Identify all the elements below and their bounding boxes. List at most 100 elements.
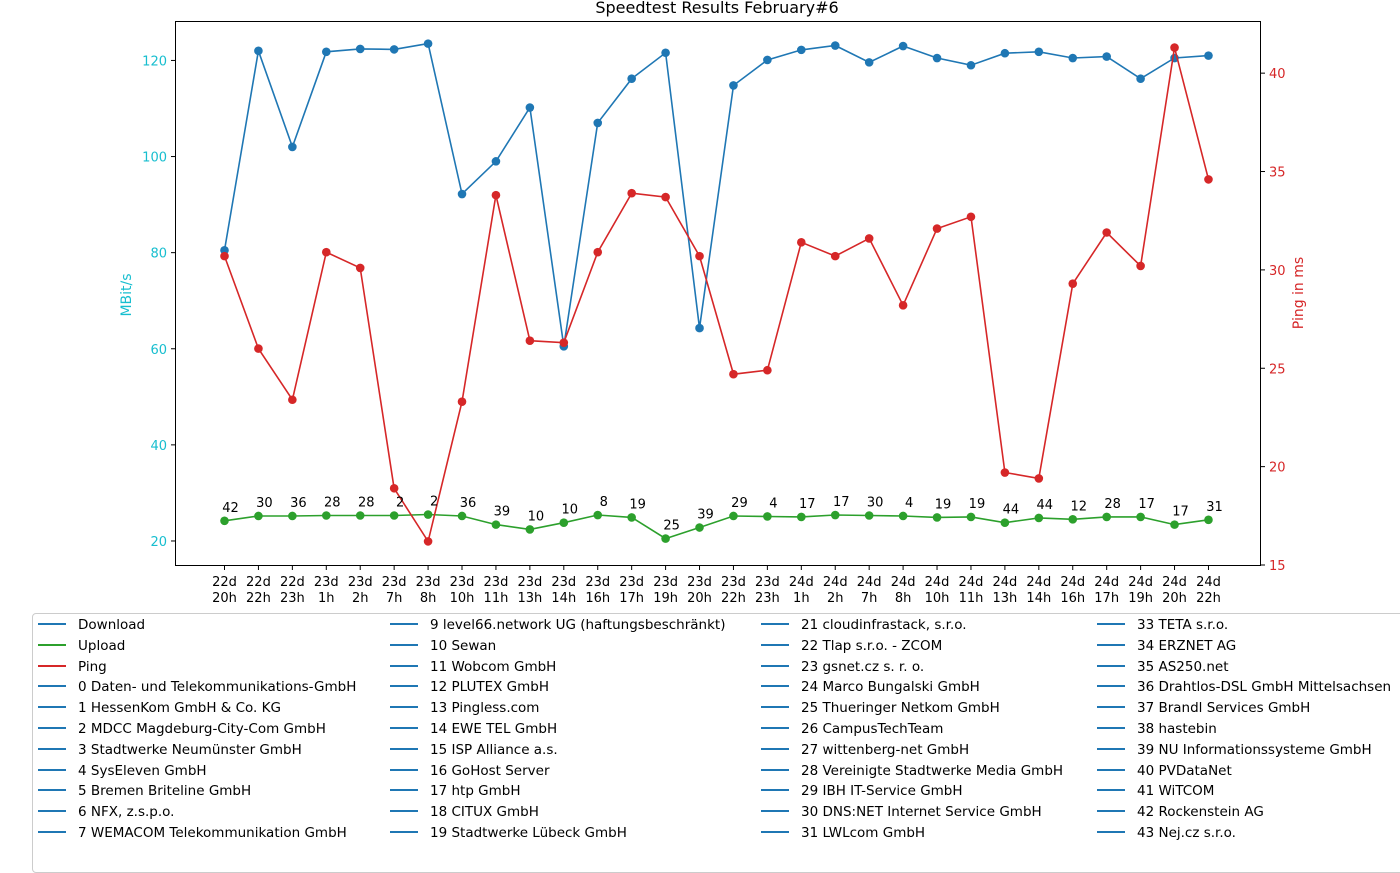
legend-item: 29 IBH IT-Service GmbH — [761, 781, 963, 801]
ping-point — [389, 483, 399, 493]
right-tick-label: 15 — [1269, 559, 1286, 574]
legend-item: 42 Rockenstein AG — [1097, 802, 1264, 822]
legend-swatch — [761, 768, 789, 771]
legend-label: 11 Wobcom GmbH — [430, 658, 557, 675]
download-point — [593, 118, 603, 128]
x-tick-label-day: 24d — [789, 575, 814, 590]
legend-label: 21 cloudinfrastack, s.r.o. — [801, 617, 967, 633]
ping-point — [288, 395, 297, 405]
upload-point — [763, 512, 772, 521]
download-point — [661, 48, 670, 58]
legend-swatch — [761, 664, 789, 667]
legend-item: 41 WiTCOM — [1097, 781, 1214, 801]
legend-label: 38 hastebin — [1137, 721, 1217, 737]
legend-item: 3 Stadtwerke Neumünster GmbH — [38, 740, 302, 760]
ping-line — [223, 47, 1210, 544]
x-tick-label-day: 23d — [314, 575, 339, 590]
legend-swatch — [390, 727, 418, 729]
point-label: 30 — [867, 496, 884, 511]
point-label: 17 — [1172, 505, 1189, 520]
legend-label: 23 gsnet.cz s. r. o. — [801, 658, 925, 675]
point-label: 2 — [396, 496, 404, 511]
x-tick-label-day: 24d — [1162, 575, 1187, 590]
legend-swatch — [1097, 768, 1125, 771]
upload-point — [1034, 513, 1044, 523]
x-tick-label-hour: 23h — [280, 591, 305, 606]
download-point — [695, 323, 704, 333]
legend-swatch — [1097, 831, 1125, 833]
legend-swatch — [761, 685, 789, 688]
download-point — [321, 47, 331, 57]
x-tick-label-hour: 10h — [925, 591, 950, 606]
upload-point — [491, 520, 501, 529]
x-tick-label-day: 24d — [1128, 575, 1153, 590]
legend-label: 3 Stadtwerke Neumünster GmbH — [78, 741, 302, 758]
legend-item: 21 cloudinfrastack, s.r.o. — [761, 615, 967, 635]
legend-label: 6 NFX, z.s.p.o. — [78, 804, 175, 821]
ping-point — [898, 301, 908, 310]
ping-point — [593, 247, 603, 257]
legend-label: 36 Drahtlos-DSL GmbH Mittelsachsen — [1137, 679, 1392, 696]
x-tick-label-hour: 11h — [959, 591, 984, 606]
legend-swatch — [1097, 623, 1125, 625]
x-tick-label-day: 24d — [1060, 575, 1085, 590]
upload-line — [224, 513, 1209, 540]
point-label: 42 — [222, 501, 239, 516]
x-tick-label-day: 24d — [959, 575, 984, 590]
x-tick-label-hour: 19h — [1128, 591, 1153, 606]
legend-swatch — [38, 623, 66, 625]
series-layer — [220, 39, 1213, 546]
upload-point — [423, 510, 433, 519]
x-tick-label-day: 23d — [416, 575, 441, 590]
download-point — [1102, 52, 1111, 61]
point-label: 44 — [1037, 498, 1054, 513]
legend-swatch — [390, 623, 418, 625]
legend-item: 36 Drahtlos-DSL GmbH Mittelsachsen — [1097, 677, 1391, 697]
ping-point — [1102, 228, 1111, 237]
upload-point — [1000, 518, 1010, 528]
legend-label: 31 LWLcom GmbH — [801, 825, 926, 841]
upload-point — [797, 512, 806, 522]
point-label: 36 — [460, 496, 477, 511]
point-label: 29 — [731, 496, 748, 511]
download-point — [288, 142, 297, 152]
upload-point — [457, 511, 467, 521]
legend-label: 35 AS250.net — [1137, 658, 1229, 675]
point-label: 19 — [629, 497, 646, 512]
point-label: 10 — [528, 509, 545, 524]
upload-point — [661, 534, 670, 543]
legend-label: 26 CampusTechTeam — [801, 721, 944, 737]
x-tick-label-day: 22d — [246, 575, 271, 590]
x-tick-label-day: 22d — [212, 575, 237, 590]
legend-label: 24 Marco Bungalski GmbH — [801, 679, 980, 696]
legend-label: 2 MDCC Magdeburg-City-Com GmbH — [78, 721, 326, 737]
legend-item: 14 EWE TEL GmbH — [390, 719, 557, 739]
x-tick-label-hour: 20h — [212, 591, 237, 606]
legend-item: 7 WEMACOM Telekommunikation GmbH — [38, 823, 347, 843]
x-tick-label-hour: 8h — [420, 591, 437, 606]
right-tick-label: 25 — [1269, 362, 1286, 377]
legend-item: 37 Brandl Services GmbH — [1097, 698, 1310, 718]
ping-point — [797, 238, 806, 247]
legend-label: 37 Brandl Services GmbH — [1137, 700, 1311, 717]
ping-point — [321, 247, 331, 257]
chart-title: Speedtest Results February#6 — [595, 0, 838, 17]
legend-swatch — [1097, 810, 1125, 813]
legend-swatch — [761, 831, 789, 833]
legend-swatch — [38, 747, 66, 750]
legend-label: 33 TETA s.r.o. — [1137, 617, 1229, 633]
legend-swatch — [1097, 685, 1125, 688]
plot-area-frame — [175, 21, 1261, 566]
x-tick-label-day: 24d — [1094, 575, 1119, 590]
ping-point — [695, 251, 704, 261]
right-tick-label: 30 — [1269, 264, 1286, 279]
ping-point — [627, 188, 636, 198]
legend-swatch — [38, 664, 66, 667]
x-tick-label-day: 23d — [484, 575, 509, 590]
x-tick-label-hour: 17h — [1094, 591, 1119, 606]
upload-point — [1204, 515, 1213, 525]
legend-item: 2 MDCC Magdeburg-City-Com GmbH — [38, 719, 326, 739]
legend-item: 39 NU Informationssysteme GmbH — [1097, 740, 1372, 760]
x-tick-label-hour: 7h — [386, 591, 403, 606]
legend-label: Ping — [78, 658, 107, 675]
